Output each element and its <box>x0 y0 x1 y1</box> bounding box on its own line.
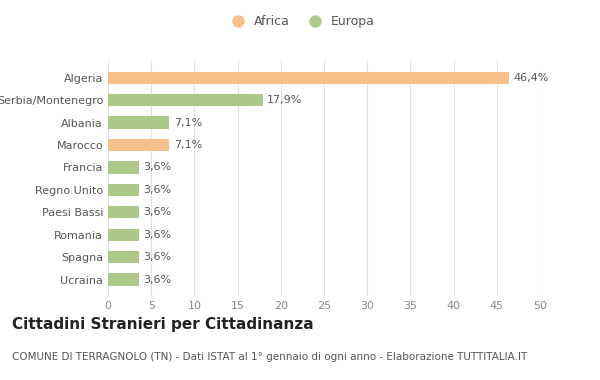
Bar <box>108 71 509 84</box>
Bar <box>108 116 169 129</box>
Text: 3,6%: 3,6% <box>143 252 172 262</box>
Text: 7,1%: 7,1% <box>173 140 202 150</box>
Text: 17,9%: 17,9% <box>267 95 302 105</box>
Bar <box>108 251 139 263</box>
Text: 3,6%: 3,6% <box>143 274 172 285</box>
Text: 3,6%: 3,6% <box>143 230 172 240</box>
Bar <box>108 228 139 241</box>
Bar <box>108 94 263 106</box>
Bar <box>108 139 169 151</box>
Text: 46,4%: 46,4% <box>513 73 548 83</box>
Text: 7,1%: 7,1% <box>173 117 202 128</box>
Text: Cittadini Stranieri per Cittadinanza: Cittadini Stranieri per Cittadinanza <box>12 317 314 332</box>
Bar <box>108 273 139 286</box>
Text: 3,6%: 3,6% <box>143 162 172 173</box>
Legend: Africa, Europa: Africa, Europa <box>220 10 380 33</box>
Bar <box>108 206 139 218</box>
Text: COMUNE DI TERRAGNOLO (TN) - Dati ISTAT al 1° gennaio di ogni anno - Elaborazione: COMUNE DI TERRAGNOLO (TN) - Dati ISTAT a… <box>12 352 527 361</box>
Text: 3,6%: 3,6% <box>143 185 172 195</box>
Bar <box>108 184 139 196</box>
Text: 3,6%: 3,6% <box>143 207 172 217</box>
Bar <box>108 161 139 174</box>
